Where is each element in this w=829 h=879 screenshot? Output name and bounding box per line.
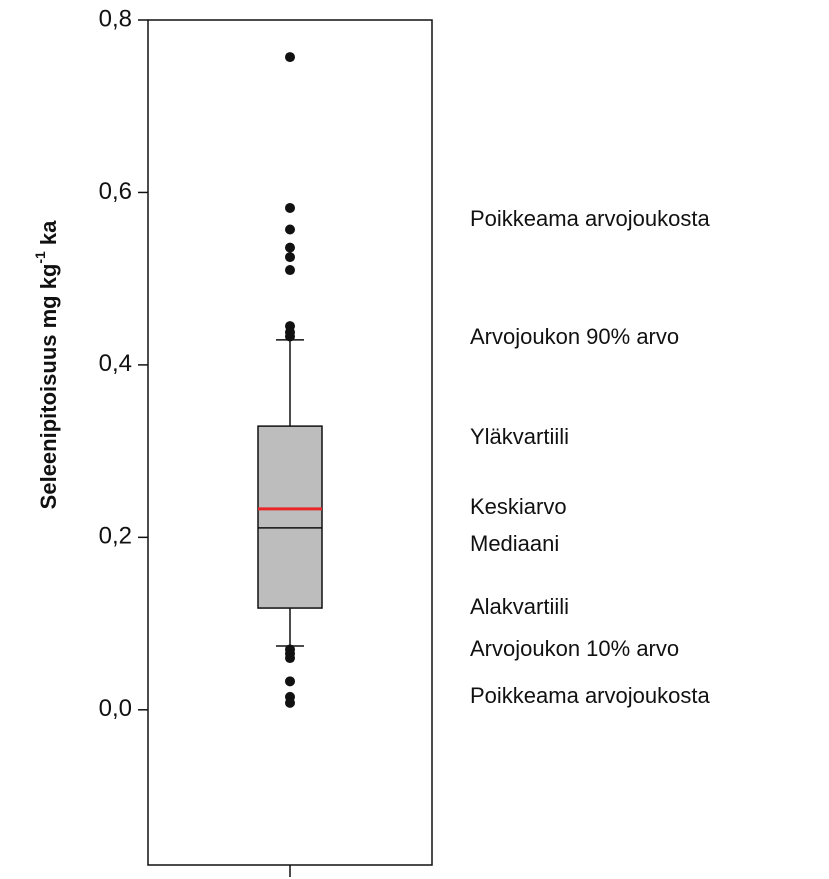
y-label-suffix: ka [36, 220, 61, 245]
outlier [285, 224, 295, 235]
annotation: Mediaani [470, 531, 559, 556]
annotation: Arvojoukon 10% arvo [470, 636, 679, 661]
outlier [285, 52, 295, 63]
y-tick-label: 0,4 [99, 350, 132, 377]
y-tick-label: 0,2 [99, 523, 132, 550]
outlier [285, 697, 295, 708]
outlier [285, 331, 295, 342]
annotation: Yläkvartiili [470, 424, 569, 449]
outlier [285, 242, 295, 253]
y-axis-label: Seleenipitoisuus mg kg-1 ka [32, 220, 61, 509]
outlier [285, 202, 295, 213]
annotation: Keskiarvo [470, 494, 567, 519]
outlier [285, 653, 295, 664]
y-label-text: Seleenipitoisuus mg kg [36, 264, 61, 510]
annotation: Poikkeama arvojoukosta [470, 206, 710, 231]
annotation: Poikkeama arvojoukosta [470, 683, 710, 708]
y-tick-label: 0,8 [99, 5, 132, 32]
y-tick-label: 0,0 [99, 695, 132, 722]
annotation: Alakvartiili [470, 594, 569, 619]
outlier [285, 265, 295, 276]
outlier [285, 676, 295, 687]
y-tick-label: 0,6 [99, 178, 132, 205]
y-label-sup: -1 [32, 251, 48, 264]
outlier [285, 252, 295, 263]
annotation: Arvojoukon 90% arvo [470, 324, 679, 349]
box-body [257, 425, 323, 609]
